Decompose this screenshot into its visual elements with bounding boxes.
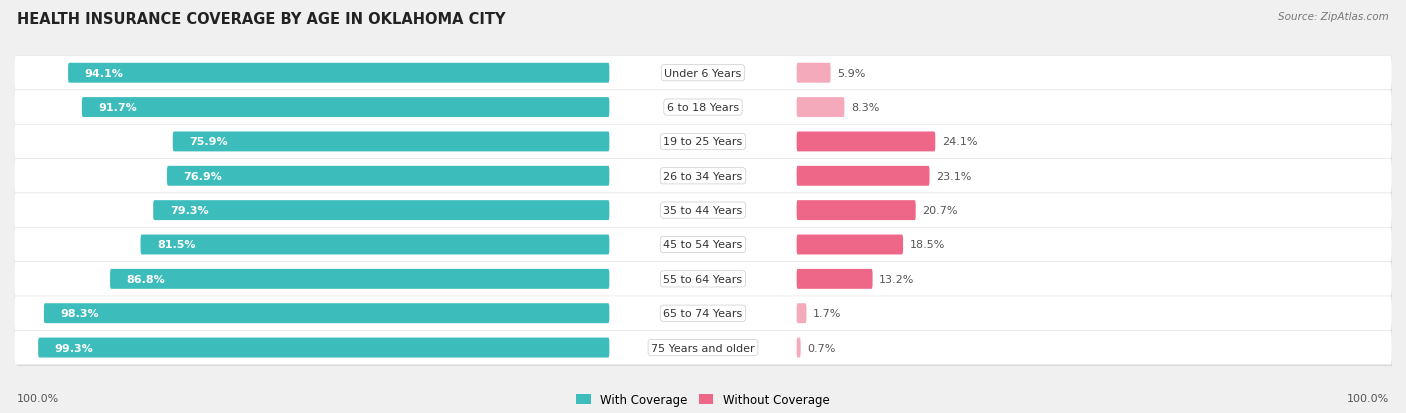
Text: 45 to 54 Years: 45 to 54 Years bbox=[664, 240, 742, 250]
Text: Under 6 Years: Under 6 Years bbox=[665, 69, 741, 78]
FancyBboxPatch shape bbox=[797, 98, 845, 118]
FancyBboxPatch shape bbox=[44, 304, 609, 323]
FancyBboxPatch shape bbox=[141, 235, 609, 255]
Text: 91.7%: 91.7% bbox=[98, 103, 138, 113]
Text: HEALTH INSURANCE COVERAGE BY AGE IN OKLAHOMA CITY: HEALTH INSURANCE COVERAGE BY AGE IN OKLA… bbox=[17, 12, 505, 27]
Text: 1.7%: 1.7% bbox=[813, 309, 841, 318]
Text: 24.1%: 24.1% bbox=[942, 137, 977, 147]
FancyBboxPatch shape bbox=[797, 201, 915, 221]
Text: 76.9%: 76.9% bbox=[184, 171, 222, 181]
Legend: With Coverage, Without Coverage: With Coverage, Without Coverage bbox=[572, 389, 834, 411]
Text: 81.5%: 81.5% bbox=[157, 240, 195, 250]
FancyBboxPatch shape bbox=[67, 64, 609, 83]
Text: 55 to 64 Years: 55 to 64 Years bbox=[664, 274, 742, 284]
Text: 94.1%: 94.1% bbox=[84, 69, 124, 78]
Text: 0.7%: 0.7% bbox=[807, 343, 835, 353]
FancyBboxPatch shape bbox=[15, 161, 1393, 195]
Text: 8.3%: 8.3% bbox=[851, 103, 879, 113]
FancyBboxPatch shape bbox=[14, 159, 1392, 194]
FancyBboxPatch shape bbox=[14, 125, 1392, 159]
Text: 35 to 44 Years: 35 to 44 Years bbox=[664, 206, 742, 216]
Text: 23.1%: 23.1% bbox=[936, 171, 972, 181]
Text: 75 Years and older: 75 Years and older bbox=[651, 343, 755, 353]
FancyBboxPatch shape bbox=[14, 262, 1392, 296]
Text: 79.3%: 79.3% bbox=[170, 206, 208, 216]
FancyBboxPatch shape bbox=[14, 228, 1392, 262]
FancyBboxPatch shape bbox=[14, 57, 1392, 91]
FancyBboxPatch shape bbox=[173, 132, 609, 152]
FancyBboxPatch shape bbox=[14, 296, 1392, 330]
FancyBboxPatch shape bbox=[15, 263, 1393, 298]
Text: 18.5%: 18.5% bbox=[910, 240, 945, 250]
FancyBboxPatch shape bbox=[797, 304, 807, 323]
FancyBboxPatch shape bbox=[14, 91, 1392, 125]
FancyBboxPatch shape bbox=[797, 269, 873, 289]
Text: 26 to 34 Years: 26 to 34 Years bbox=[664, 171, 742, 181]
Text: Source: ZipAtlas.com: Source: ZipAtlas.com bbox=[1278, 12, 1389, 22]
Text: 20.7%: 20.7% bbox=[922, 206, 957, 216]
FancyBboxPatch shape bbox=[15, 126, 1393, 161]
FancyBboxPatch shape bbox=[797, 132, 935, 152]
FancyBboxPatch shape bbox=[153, 201, 609, 221]
FancyBboxPatch shape bbox=[797, 64, 831, 83]
FancyBboxPatch shape bbox=[15, 332, 1393, 366]
Text: 99.3%: 99.3% bbox=[55, 343, 94, 353]
FancyBboxPatch shape bbox=[167, 166, 609, 186]
FancyBboxPatch shape bbox=[38, 338, 609, 358]
Text: 6 to 18 Years: 6 to 18 Years bbox=[666, 103, 740, 113]
FancyBboxPatch shape bbox=[797, 166, 929, 186]
Text: 86.8%: 86.8% bbox=[127, 274, 166, 284]
Text: 13.2%: 13.2% bbox=[879, 274, 915, 284]
FancyBboxPatch shape bbox=[15, 229, 1393, 263]
FancyBboxPatch shape bbox=[797, 338, 800, 358]
FancyBboxPatch shape bbox=[797, 235, 903, 255]
Text: 100.0%: 100.0% bbox=[17, 393, 59, 403]
Text: 98.3%: 98.3% bbox=[60, 309, 100, 318]
FancyBboxPatch shape bbox=[14, 194, 1392, 228]
Text: 65 to 74 Years: 65 to 74 Years bbox=[664, 309, 742, 318]
FancyBboxPatch shape bbox=[110, 269, 609, 289]
Text: 100.0%: 100.0% bbox=[1347, 393, 1389, 403]
FancyBboxPatch shape bbox=[15, 58, 1393, 92]
FancyBboxPatch shape bbox=[15, 195, 1393, 229]
Text: 5.9%: 5.9% bbox=[837, 69, 866, 78]
FancyBboxPatch shape bbox=[14, 330, 1392, 365]
Text: 75.9%: 75.9% bbox=[190, 137, 228, 147]
FancyBboxPatch shape bbox=[15, 298, 1393, 332]
FancyBboxPatch shape bbox=[82, 98, 609, 118]
FancyBboxPatch shape bbox=[15, 92, 1393, 126]
Text: 19 to 25 Years: 19 to 25 Years bbox=[664, 137, 742, 147]
